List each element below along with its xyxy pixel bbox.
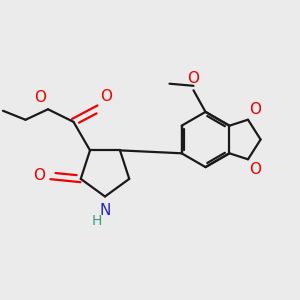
Text: O: O bbox=[34, 90, 46, 105]
Text: O: O bbox=[188, 71, 200, 86]
Text: O: O bbox=[33, 168, 45, 183]
Text: O: O bbox=[250, 162, 262, 177]
Text: N: N bbox=[99, 203, 111, 218]
Text: O: O bbox=[100, 89, 112, 104]
Text: O: O bbox=[250, 102, 262, 117]
Text: H: H bbox=[92, 214, 102, 228]
